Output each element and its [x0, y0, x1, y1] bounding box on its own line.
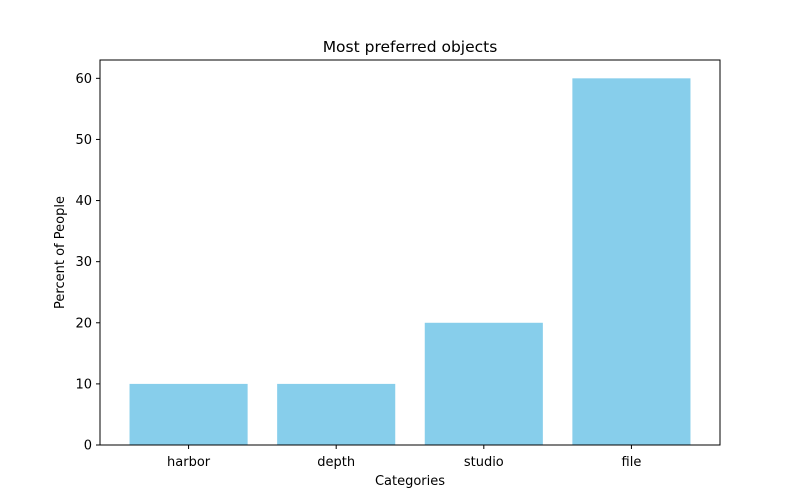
chart-title: Most preferred objects	[323, 38, 498, 56]
x-tick-label: studio	[464, 455, 504, 470]
bars-group	[129, 78, 691, 445]
bar-file	[572, 78, 691, 445]
bar-studio	[424, 322, 543, 445]
y-axis-title: Percent of People	[53, 196, 68, 309]
x-tick-label: depth	[317, 455, 355, 470]
y-tick-label: 50	[75, 133, 92, 148]
plot-area-frame	[99, 59, 721, 446]
y-tick-label: 60	[75, 72, 92, 87]
y-tick-label: 10	[75, 377, 92, 392]
x-axis-ticks: harbor depth studio file	[167, 445, 641, 470]
y-tick-label: 40	[75, 194, 92, 209]
y-tick-label: 30	[75, 255, 92, 270]
y-tick-label: 0	[84, 439, 92, 454]
x-axis-title: Categories	[375, 474, 445, 489]
x-tick-label: harbor	[167, 455, 211, 470]
bar-harbor	[129, 383, 248, 445]
y-axis-ticks: 0 10 20 30 40 50 60	[75, 72, 100, 454]
bar-depth	[277, 383, 396, 445]
x-tick-label: file	[622, 455, 642, 470]
y-tick-label: 20	[75, 316, 92, 331]
